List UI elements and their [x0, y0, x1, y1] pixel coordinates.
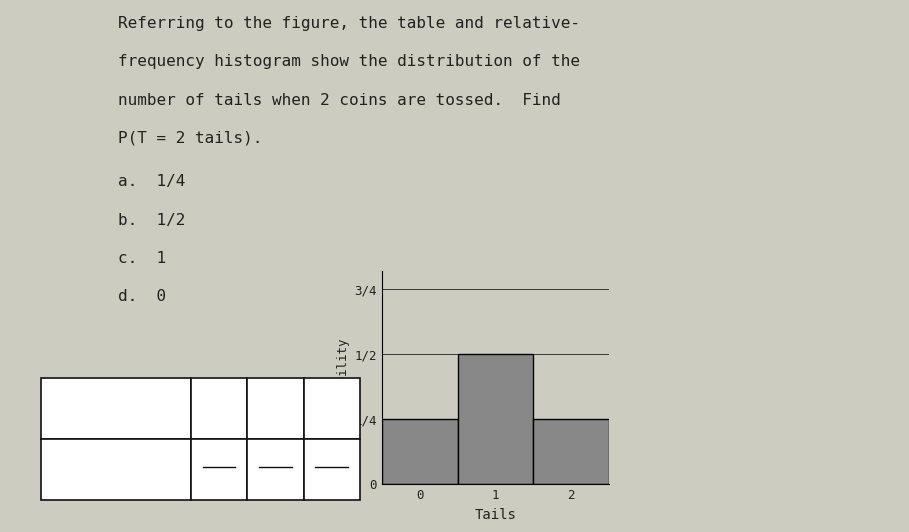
- Text: 1: 1: [271, 401, 280, 416]
- Bar: [457, 354, 534, 484]
- Text: b.  1/2: b. 1/2: [118, 213, 185, 228]
- Text: 4: 4: [215, 473, 224, 487]
- Text: a.  1/4: a. 1/4: [118, 174, 185, 189]
- Text: 4: 4: [327, 473, 336, 487]
- Text: Probability: Probability: [68, 461, 164, 478]
- Text: 2: 2: [271, 473, 280, 487]
- Bar: [382, 419, 457, 484]
- Text: 2: 2: [327, 401, 336, 416]
- Text: P(T = 2 tails).: P(T = 2 tails).: [118, 131, 263, 146]
- Text: 0: 0: [215, 401, 224, 416]
- Y-axis label: Probability: Probability: [335, 336, 349, 419]
- Text: 1: 1: [271, 447, 280, 462]
- Bar: [534, 419, 609, 484]
- Text: frequency histogram show the distribution of the: frequency histogram show the distributio…: [118, 54, 580, 69]
- X-axis label: Tails: Tails: [474, 508, 516, 521]
- Text: d.  0: d. 0: [118, 289, 166, 304]
- Text: T = Tails: T = Tails: [76, 401, 155, 416]
- Text: c.  1: c. 1: [118, 251, 166, 266]
- Text: number of tails when 2 coins are tossed.  Find: number of tails when 2 coins are tossed.…: [118, 93, 561, 107]
- Text: Referring to the figure, the table and relative-: Referring to the figure, the table and r…: [118, 16, 580, 31]
- Text: 1: 1: [327, 447, 336, 462]
- Text: 1: 1: [215, 447, 224, 462]
